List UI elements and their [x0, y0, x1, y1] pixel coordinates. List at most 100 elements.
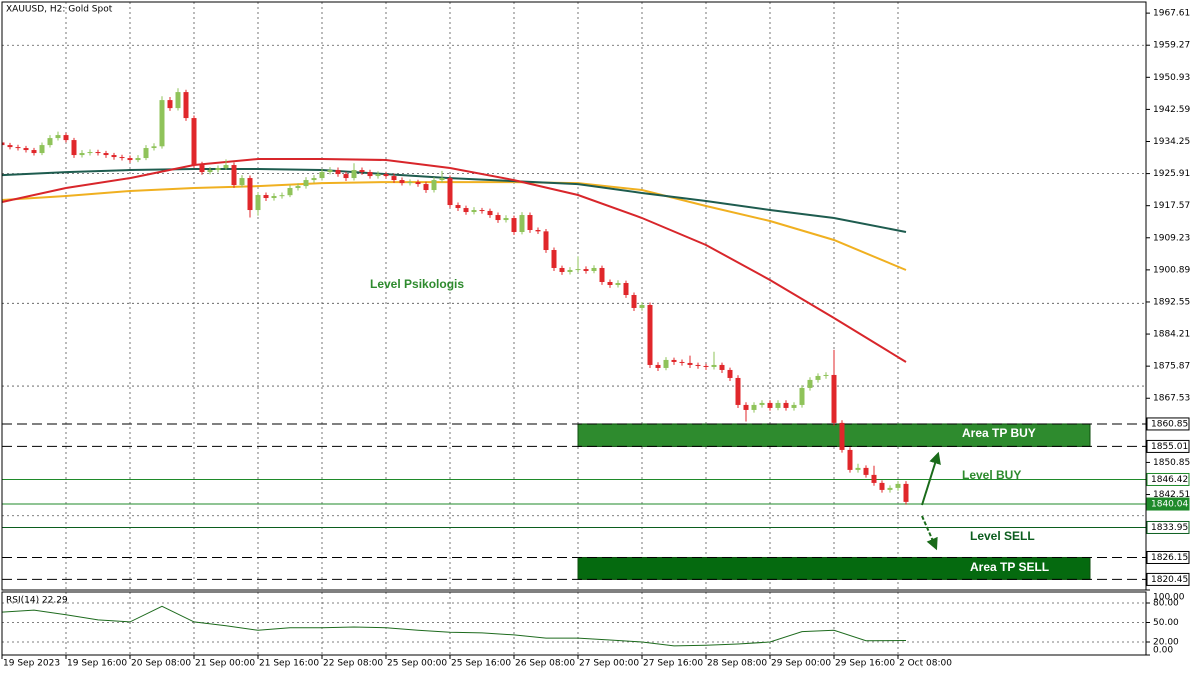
candle-body: [639, 304, 645, 308]
x-tick-label: 28 Sep 08:00: [707, 659, 767, 669]
x-tick-label: 21 Sep 00:00: [195, 659, 255, 669]
candle-body: [783, 402, 789, 408]
grid-layer: [2, 2, 1146, 655]
candle-body: [207, 170, 213, 173]
rsi-tick-label: 50.00: [1153, 618, 1179, 628]
candle-body: [167, 100, 173, 109]
x-tick-label: 21 Sep 16:00: [259, 659, 319, 669]
candle-body: [7, 145, 13, 148]
y-tick-label: 1942.59: [1153, 105, 1190, 115]
candle-body: [199, 165, 205, 173]
candle-body: [103, 153, 109, 156]
arrow-up: [921, 451, 941, 506]
candle-body: [143, 148, 149, 159]
candle-body: [855, 467, 861, 470]
candle-body: [663, 359, 669, 368]
candle-body: [815, 375, 821, 380]
candle-body: [719, 364, 725, 370]
x-tick-label: 29 Sep 16:00: [835, 659, 895, 669]
axis-layer: 1967.61 1959.27 1950.93 1942.59 1934.25 1925.…: [1, 9, 1190, 669]
zone-label: Area TP SELL: [970, 560, 1049, 574]
y-tick-label: 1925.91: [1153, 169, 1190, 179]
candle-body: [711, 364, 717, 367]
y-tick-label: 1917.57: [1153, 201, 1190, 211]
candle-body: [455, 205, 461, 209]
candle-body: [695, 364, 701, 366]
candle-body: [751, 404, 757, 410]
candle-body: [151, 146, 157, 149]
y-tick-label: 1967.61: [1153, 9, 1190, 19]
candle-body: [111, 155, 117, 158]
x-tick-label: 26 Sep 08:00: [515, 659, 575, 669]
y-tick-label: 1842.51: [1153, 490, 1190, 500]
annotation: Level Psikologis: [370, 277, 464, 291]
rsi-tick-label: 80.00: [1153, 599, 1179, 609]
y-tick-label: 1959.27: [1153, 41, 1190, 51]
level-label: 1860.85: [1151, 419, 1188, 429]
candle-body: [311, 178, 317, 181]
y-tick-label: 1892.55: [1153, 297, 1190, 307]
level-label-box: [1146, 417, 1190, 431]
level-label-box: [1146, 520, 1190, 534]
candle-body: [871, 474, 877, 483]
candle-body: [15, 147, 21, 149]
plot-frame: [1, 1, 1147, 591]
candle-body: [127, 158, 133, 161]
chart-title: XAUUSD, H2: Gold Spot: [6, 5, 113, 15]
candle-body: [759, 402, 765, 405]
candle-body: [239, 178, 245, 186]
candle-body: [231, 165, 237, 186]
candle-body: [535, 230, 541, 232]
level-label: 1855.01: [1151, 442, 1188, 452]
candle-body: [479, 210, 485, 212]
level-label: 1826.15: [1151, 553, 1188, 563]
candle-body: [39, 145, 45, 154]
candle-body: [671, 359, 677, 362]
moving-average: [2, 158, 907, 363]
candle-body: [247, 178, 253, 211]
candle-body: [415, 182, 421, 185]
candle-body: [63, 135, 69, 141]
candle-body: [183, 92, 189, 119]
candle-body: [375, 174, 381, 177]
candle-body: [775, 402, 781, 408]
candle-body: [31, 150, 37, 154]
candle-body: [87, 152, 93, 154]
candle-body: [575, 269, 581, 271]
candle-body: [383, 174, 389, 177]
candle-body: [687, 362, 693, 365]
candle-body: [47, 138, 53, 146]
y-tick-label: 1900.89: [1153, 265, 1190, 275]
y-tick-label: 1950.93: [1153, 73, 1190, 83]
y-tick-label: 1850.85: [1153, 458, 1190, 468]
candle-body: [471, 210, 477, 213]
level-label: 1846.42: [1151, 475, 1188, 485]
candle-body: [407, 182, 413, 184]
x-tick-label: 19 Sep 2023: [3, 659, 60, 669]
candle-body: [735, 377, 741, 405]
candle-body: [647, 304, 653, 365]
level-label: 1833.95: [1151, 523, 1188, 533]
candle-body: [839, 422, 845, 450]
candle-body: [295, 186, 301, 189]
level-label-box: [1146, 572, 1190, 586]
y-tick-label: 1884.21: [1153, 330, 1190, 340]
candle-body: [823, 374, 829, 376]
candle-body: [703, 365, 709, 367]
candle-body: [623, 282, 629, 295]
candle-body: [327, 170, 333, 173]
rsi-tick-label: 0.00: [1153, 646, 1173, 656]
candle-body: [591, 267, 597, 271]
candle-body: [271, 196, 277, 199]
candle-body: [343, 174, 349, 179]
level-label-box: [1146, 497, 1190, 511]
annotation: Level BUY: [962, 468, 1021, 482]
candles-layer: [2, 88, 909, 505]
candle-body: [279, 195, 285, 197]
candle-body: [743, 404, 749, 410]
candle-body: [655, 364, 661, 368]
candle-body: [175, 92, 181, 109]
candle-body: [527, 215, 533, 231]
candle-body: [351, 170, 357, 179]
levels-layer: [2, 423, 1146, 580]
